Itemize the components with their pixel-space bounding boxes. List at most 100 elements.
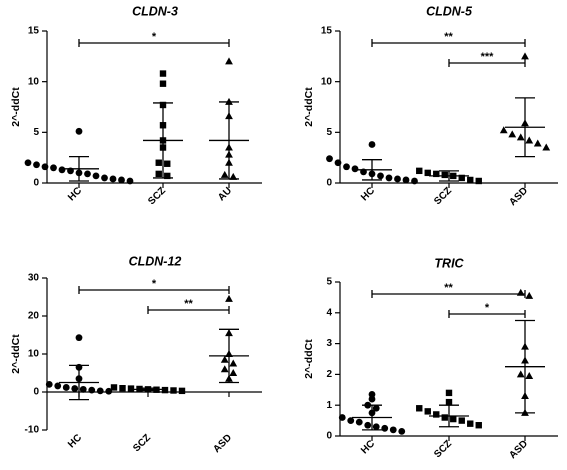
data-point-circle bbox=[381, 424, 389, 432]
data-point-circle bbox=[109, 175, 117, 183]
y-tick-label: 15 bbox=[28, 26, 40, 37]
data-point-square bbox=[416, 167, 423, 175]
data-point-square bbox=[127, 385, 135, 392]
x-tick-label-asd: ASD bbox=[211, 432, 234, 455]
data-point-triangle bbox=[516, 370, 525, 378]
y-tick-label: 0 bbox=[326, 431, 332, 442]
data-point-triangle bbox=[521, 52, 529, 60]
data-point-square bbox=[164, 172, 171, 180]
data-point-circle bbox=[75, 127, 83, 135]
x-tick-label-asd: ASD bbox=[507, 438, 530, 461]
data-point-square bbox=[445, 398, 453, 406]
x-tick-label-hc: HC bbox=[66, 432, 84, 450]
data-point-square bbox=[164, 160, 171, 167]
significance-label: * bbox=[152, 278, 157, 290]
data-point-square bbox=[467, 420, 474, 427]
y-tick-label: 0 bbox=[33, 387, 39, 398]
y-tick-label: -10 bbox=[25, 425, 40, 436]
y-tick-label: 10 bbox=[28, 76, 40, 87]
data-point-circle bbox=[389, 426, 397, 434]
y-tick-label: 5 bbox=[33, 127, 39, 138]
data-point-circle bbox=[326, 155, 333, 163]
significance-label: * bbox=[152, 31, 157, 43]
data-point-circle bbox=[394, 175, 401, 183]
data-point-circle bbox=[45, 381, 53, 388]
data-point-square bbox=[424, 169, 431, 177]
data-point-circle bbox=[24, 159, 32, 167]
x-tick-label-scz: SCZ bbox=[131, 432, 153, 454]
data-point-circle bbox=[343, 163, 350, 171]
data-point-circle bbox=[79, 385, 87, 393]
data-point-circle bbox=[377, 172, 384, 180]
data-point-square bbox=[119, 385, 126, 392]
data-point-square bbox=[458, 417, 465, 424]
data-point-triangle bbox=[508, 130, 517, 138]
data-point-square bbox=[433, 411, 440, 418]
data-point-square bbox=[161, 386, 169, 394]
data-point-square bbox=[416, 405, 423, 412]
data-point-triangle bbox=[499, 126, 508, 134]
x-tick-label-hc: HC bbox=[359, 438, 377, 456]
data-point-circle bbox=[105, 387, 113, 395]
data-point-circle bbox=[411, 177, 418, 185]
x-tick-label-asd: ASD bbox=[507, 185, 530, 208]
y-axis-label: 2^-ddCt bbox=[303, 339, 315, 379]
y-tick-label: 0 bbox=[326, 178, 332, 189]
data-point-circle bbox=[402, 176, 410, 184]
data-point-triangle bbox=[229, 172, 238, 180]
data-point-circle bbox=[118, 176, 125, 184]
data-point-circle bbox=[50, 164, 57, 172]
data-point-circle bbox=[126, 177, 134, 185]
y-tick-label: 2 bbox=[326, 369, 332, 380]
y-axis-label: 2^-ddCt bbox=[303, 87, 315, 127]
data-point-circle bbox=[368, 141, 376, 148]
data-point-circle bbox=[84, 170, 91, 178]
y-tick-label: 10 bbox=[28, 349, 40, 360]
x-tick-label-hc: HC bbox=[359, 185, 377, 203]
y-axis-label: 2^-ddCt bbox=[10, 87, 22, 127]
data-point-circle bbox=[355, 418, 363, 426]
y-tick-label: 0 bbox=[33, 178, 39, 189]
y-tick-label: 10 bbox=[321, 76, 333, 87]
data-point-circle bbox=[347, 417, 355, 424]
y-tick-label: 30 bbox=[28, 273, 40, 284]
data-point-triangle bbox=[525, 371, 534, 379]
data-point-circle bbox=[58, 166, 66, 174]
data-point-circle bbox=[62, 384, 70, 391]
data-point-circle bbox=[364, 421, 372, 429]
y-tick-label: 20 bbox=[28, 311, 40, 322]
significance-label: ** bbox=[444, 31, 453, 43]
panel-cldn-3: CLDN-3 2^-ddCt 0 5 10 15 HC SCZ AU * bbox=[10, 4, 262, 207]
y-axis-label: 2^-ddCt bbox=[10, 334, 22, 374]
y-tick-label: 1 bbox=[326, 400, 332, 411]
data-point-square bbox=[170, 387, 177, 394]
data-point-circle bbox=[372, 404, 380, 412]
data-point-circle bbox=[41, 163, 49, 171]
data-point-circle bbox=[33, 161, 40, 169]
data-point-triangle bbox=[220, 355, 229, 363]
chart-title: CLDN-5 bbox=[426, 4, 473, 18]
data-point-circle bbox=[92, 172, 100, 180]
data-point-triangle bbox=[225, 57, 233, 65]
data-point-square bbox=[159, 80, 167, 87]
x-tick-label-scz: SCZ bbox=[432, 185, 454, 207]
data-point-circle bbox=[372, 423, 380, 431]
data-point-triangle bbox=[516, 133, 525, 141]
y-tick-label: 5 bbox=[326, 127, 332, 138]
data-point-circle bbox=[88, 386, 96, 394]
data-point-triangle bbox=[220, 365, 229, 373]
significance-label: ** bbox=[184, 298, 193, 310]
data-point-circle bbox=[398, 427, 406, 435]
x-tick-label-hc: HC bbox=[66, 185, 84, 203]
y-tick-label: 3 bbox=[326, 338, 332, 349]
data-point-circle bbox=[71, 385, 79, 392]
y-tick-label: 4 bbox=[326, 307, 332, 318]
data-point-triangle bbox=[525, 136, 534, 144]
data-point-circle bbox=[96, 387, 104, 395]
data-point-square bbox=[450, 415, 457, 423]
data-point-circle bbox=[368, 395, 376, 403]
